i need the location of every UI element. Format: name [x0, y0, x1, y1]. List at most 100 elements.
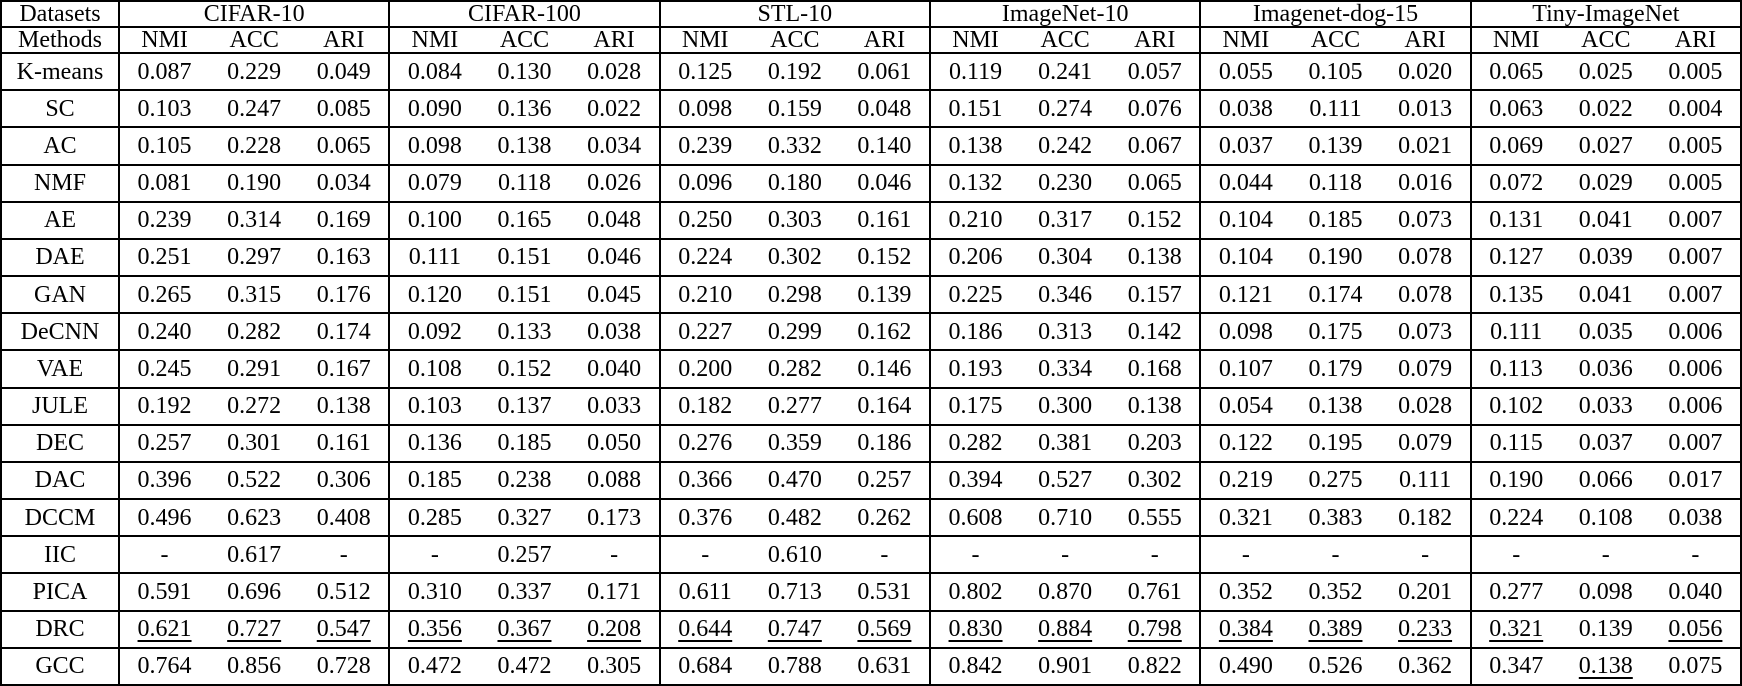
value-cell: 0.056: [1650, 609, 1741, 649]
value-cell: 0.193: [928, 349, 1021, 389]
value-cell: 0.107: [1199, 349, 1291, 389]
value-cell: 0.257: [479, 535, 570, 575]
value-cell: 0.004: [1650, 89, 1741, 129]
value-cell: 0.022: [569, 89, 660, 129]
dataset-header: ImageNet-10: [928, 0, 1201, 28]
value-cell: 0.384: [1199, 609, 1291, 649]
value-cell: 0.728: [299, 646, 390, 686]
method-cell: GAN: [1, 275, 120, 315]
value-cell: 0.078: [1380, 275, 1471, 315]
value-cell: 0.555: [1110, 498, 1201, 538]
value-cell: 0.113: [1469, 349, 1561, 389]
value-cell: 0.167: [299, 349, 390, 389]
value-cell: 0.041: [1560, 200, 1651, 240]
value-cell: 0.275: [1290, 460, 1381, 501]
table-row: K-means 0.087 0.229 0.049 0.084 0.130 0.028 0.1…: [1, 51, 1741, 92]
value-cell: 0.065: [1469, 51, 1561, 92]
value-cell: 0.073: [1380, 312, 1471, 352]
value-cell: 0.092: [388, 312, 480, 352]
value-cell: 0.238: [479, 460, 570, 501]
value-cell: 0.317: [1020, 200, 1111, 240]
value-cell: 0.152: [1110, 200, 1201, 240]
method-cell: GCC: [1, 646, 120, 686]
value-cell: 0.696: [209, 572, 300, 612]
value-cell: 0.054: [1199, 386, 1291, 426]
value-cell: 0.038: [1650, 498, 1741, 538]
value-cell: 0.274: [1020, 89, 1111, 129]
value-cell: 0.192: [749, 51, 840, 92]
value-cell: 0.161: [839, 200, 930, 240]
value-cell: 0.321: [1469, 609, 1561, 649]
value-cell: 0.033: [569, 386, 660, 426]
value-cell: 0.163: [299, 237, 390, 278]
value-cell: 0.346: [1020, 275, 1111, 315]
value-cell: 0.247: [209, 89, 300, 129]
value-cell: 0.029: [1560, 163, 1651, 203]
value-cell: 0.078: [1380, 237, 1471, 278]
value-cell: 0.337: [479, 572, 570, 612]
value-cell: 0.034: [569, 126, 660, 166]
metric-header: NMI: [1199, 26, 1291, 54]
value-cell: -: [569, 535, 660, 575]
value-cell: 0.282: [928, 423, 1021, 463]
header-row-metrics: Methods NMI ACC ARI NMI ACC ARI NMI ACC ARI NMI AC…: [1, 26, 1741, 54]
value-cell: 0.076: [1110, 89, 1201, 129]
value-cell: -: [1380, 535, 1471, 575]
table-row: SC 0.103 0.247 0.085 0.090 0.136 0.022 0.098 0.1…: [1, 89, 1741, 129]
value-cell: 0.257: [839, 460, 930, 501]
value-cell: 0.210: [658, 275, 750, 315]
value-cell: 0.490: [1199, 646, 1291, 686]
method-cell: PICA: [1, 572, 120, 612]
value-cell: 0.152: [839, 237, 930, 278]
table-row: GCC 0.764 0.856 0.728 0.472 0.472 0.305 0.684 0.…: [1, 646, 1741, 686]
value-cell: 0.065: [299, 126, 390, 166]
value-cell: 0.005: [1650, 163, 1741, 203]
value-cell: 0.084: [388, 51, 480, 92]
value-cell: 0.075: [1650, 646, 1741, 686]
value-cell: 0.016: [1380, 163, 1471, 203]
value-cell: 0.362: [1380, 646, 1471, 686]
corner-datasets-label: Datasets: [1, 0, 120, 28]
value-cell: 0.482: [749, 498, 840, 538]
value-cell: 0.185: [1290, 200, 1381, 240]
method-cell: JULE: [1, 386, 120, 426]
value-cell: 0.105: [117, 126, 210, 166]
value-cell: 0.125: [658, 51, 750, 92]
value-cell: 0.798: [1110, 609, 1201, 649]
value-cell: 0.138: [1290, 386, 1381, 426]
value-cell: -: [1110, 535, 1201, 575]
value-cell: 0.111: [1380, 460, 1471, 501]
value-cell: 0.108: [1560, 498, 1651, 538]
value-cell: 0.842: [928, 646, 1021, 686]
value-cell: -: [1650, 535, 1741, 575]
value-cell: 0.135: [1469, 275, 1561, 315]
value-cell: 0.227: [658, 312, 750, 352]
value-cell: 0.241: [1020, 51, 1111, 92]
value-cell: 0.408: [299, 498, 390, 538]
value-cell: 0.190: [1290, 237, 1381, 278]
dataset-header: Tiny-ImageNet: [1469, 0, 1741, 28]
value-cell: 0.747: [749, 609, 840, 649]
method-cell: DCCM: [1, 498, 120, 538]
table-row: PICA 0.591 0.696 0.512 0.310 0.337 0.171 0.611 0…: [1, 572, 1741, 612]
value-cell: 0.306: [299, 460, 390, 501]
value-cell: 0.138: [1560, 646, 1651, 686]
value-cell: 0.182: [658, 386, 750, 426]
value-cell: 0.165: [479, 200, 570, 240]
value-cell: -: [1199, 535, 1291, 575]
value-cell: 0.470: [749, 460, 840, 501]
value-cell: 0.352: [1199, 572, 1291, 612]
value-cell: 0.200: [658, 349, 750, 389]
value-cell: 0.103: [117, 89, 210, 129]
value-cell: 0.137: [479, 386, 570, 426]
value-cell: 0.394: [928, 460, 1021, 501]
value-cell: 0.067: [1110, 126, 1201, 166]
method-cell: IIC: [1, 535, 120, 575]
value-cell: 0.175: [1290, 312, 1381, 352]
dataset-header: STL-10: [658, 0, 930, 28]
method-cell: DeCNN: [1, 312, 120, 352]
value-cell: 0.356: [388, 609, 480, 649]
value-cell: 0.161: [299, 423, 390, 463]
value-cell: 0.079: [388, 163, 480, 203]
